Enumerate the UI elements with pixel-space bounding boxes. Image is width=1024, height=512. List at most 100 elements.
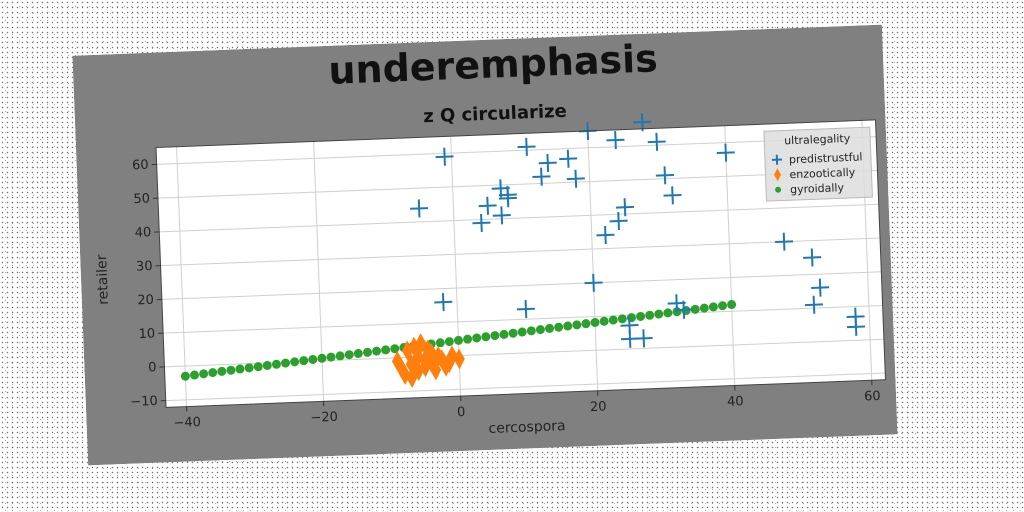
- data-point-predistrustful: [472, 213, 491, 232]
- data-point-gyroidally: [699, 303, 709, 313]
- data-point-gyroidally: [326, 352, 336, 362]
- data-point-gyroidally: [372, 346, 382, 356]
- scatter-chart: underemphasis z Q circularize −40 −20 0 20 4…: [72, 24, 898, 466]
- legend-label-predistrustful: predistrustful: [789, 150, 863, 166]
- plus-marker-v: [617, 211, 620, 231]
- legend-marker-gyroidally: [775, 186, 782, 193]
- plus-marker-v: [524, 300, 528, 319]
- data-point-gyroidally: [581, 319, 591, 329]
- data-point-predistrustful: [606, 131, 625, 150]
- data-point-predistrustful: [538, 153, 557, 172]
- plus-marker-v: [546, 153, 550, 172]
- y-tick-label: 60: [132, 158, 149, 174]
- plus-marker-v: [818, 278, 822, 297]
- data-point-predistrustful: [609, 211, 628, 231]
- y-tick-label: 30: [136, 259, 153, 275]
- data-point-gyroidally: [308, 354, 318, 364]
- data-point-predistrustful: [655, 166, 674, 185]
- x-tick-label: −20: [310, 410, 338, 426]
- grid-line-y: [163, 304, 883, 334]
- data-point-predistrustful: [559, 149, 578, 168]
- data-point-enzootically: [419, 356, 431, 378]
- data-point-gyroidally: [481, 332, 491, 342]
- data-point-predistrustful: [566, 169, 585, 188]
- data-point-gyroidally: [508, 328, 518, 338]
- grid-line-x: [587, 130, 599, 391]
- data-point-gyroidally: [463, 334, 473, 344]
- data-point-predistrustful: [492, 206, 511, 225]
- legend: ultralegality predistrustfulenzootically…: [763, 126, 873, 202]
- plus-marker-v: [614, 131, 617, 150]
- legend-marker-enzootically: [774, 168, 782, 182]
- plus-marker-v: [655, 132, 659, 151]
- data-point-enzootically: [443, 352, 455, 374]
- data-point-gyroidally: [226, 365, 236, 375]
- data-point-gyroidally: [727, 300, 737, 310]
- data-point-gyroidally: [572, 320, 582, 330]
- plus-marker-v: [642, 329, 646, 348]
- data-point-predistrustful: [803, 248, 822, 267]
- plus-marker-v: [854, 307, 857, 326]
- data-point-gyroidally: [663, 308, 673, 318]
- data-point-gyroidally: [189, 370, 199, 380]
- plus-marker-v: [604, 226, 607, 245]
- grid-line-y: [165, 372, 886, 402]
- data-point-gyroidally: [335, 351, 345, 361]
- data-point-gyroidally: [554, 322, 564, 332]
- x-axis-label: cercospora: [488, 418, 566, 437]
- y-tick-label: −10: [130, 394, 158, 410]
- x-tick-label: 60: [864, 389, 881, 405]
- plot-frame: [155, 119, 886, 408]
- data-point-gyroidally: [526, 326, 536, 336]
- data-point-gyroidally: [317, 353, 327, 363]
- data-point-gyroidally: [636, 311, 646, 321]
- data-point-gyroidally: [353, 349, 363, 359]
- data-point-enzootically: [412, 360, 425, 382]
- data-point-gyroidally: [690, 304, 700, 314]
- legend-box: [763, 126, 873, 202]
- data-point-gyroidally: [244, 363, 254, 373]
- data-point-gyroidally: [199, 369, 209, 379]
- data-point-gyroidally: [435, 338, 445, 348]
- y-tick-label: 20: [137, 293, 154, 309]
- legend-title: ultralegality: [784, 132, 851, 148]
- data-point-gyroidally: [718, 301, 728, 311]
- grid-line-x: [724, 125, 736, 386]
- axis-ticks: −40 −20 0 20 40 60 −10 0 10 20 30 40 50 60: [130, 158, 881, 431]
- data-point-gyroidally: [645, 310, 655, 320]
- data-point-gyroidally: [490, 331, 500, 341]
- plus-marker-v: [540, 167, 543, 186]
- data-point-gyroidally: [262, 360, 272, 370]
- plus-marker-v: [443, 147, 446, 166]
- data-point-gyroidally: [253, 362, 263, 372]
- data-point-predistrustful: [435, 147, 454, 166]
- data-point-gyroidally: [599, 316, 609, 326]
- data-point-predistrustful: [596, 226, 615, 245]
- data-point-gyroidally: [235, 364, 245, 374]
- data-point-predistrustful: [674, 300, 693, 319]
- data-point-gyroidally: [654, 309, 664, 319]
- data-point-gyroidally: [517, 327, 527, 337]
- data-point-predistrustful: [410, 199, 429, 218]
- plus-marker-v: [812, 295, 816, 314]
- data-point-predistrustful: [716, 143, 735, 162]
- legend-marker-predistrustful: [771, 154, 782, 165]
- y-tick-label: 40: [134, 225, 151, 241]
- plus-marker-v: [500, 206, 504, 225]
- grid-line-y: [157, 170, 878, 199]
- data-point-predistrustful: [811, 278, 830, 297]
- legend-label-enzootically: enzootically: [789, 166, 856, 182]
- data-point-predistrustful: [584, 273, 603, 292]
- data-point-gyroidally: [344, 350, 354, 360]
- x-tick-label: 40: [727, 394, 744, 410]
- x-tick-label: 0: [457, 405, 466, 420]
- x-tick-label: 20: [590, 399, 607, 415]
- data-point-gyroidally: [499, 329, 509, 339]
- plus-marker-v: [574, 169, 578, 188]
- data-point-predistrustful: [434, 293, 453, 312]
- data-point-gyroidally: [180, 371, 190, 381]
- grid-line-x: [176, 146, 188, 407]
- data-point-predistrustful: [532, 167, 551, 186]
- plus-marker-v: [506, 185, 510, 204]
